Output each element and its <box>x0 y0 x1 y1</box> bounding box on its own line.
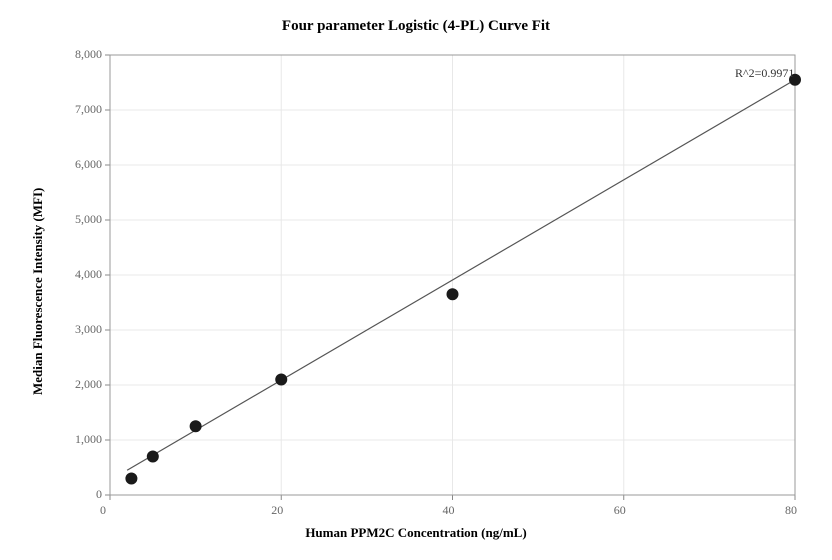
x-tick-label: 20 <box>271 503 283 518</box>
x-tick-label: 60 <box>614 503 626 518</box>
y-tick-label: 8,000 <box>75 47 102 62</box>
r-squared-annotation: R^2=0.9971 <box>735 66 794 81</box>
chart-container: Four parameter Logistic (4-PL) Curve Fit… <box>0 0 832 560</box>
y-tick-label: 6,000 <box>75 157 102 172</box>
x-tick-label: 40 <box>443 503 455 518</box>
y-tick-label: 5,000 <box>75 212 102 227</box>
y-tick-label: 0 <box>96 487 102 502</box>
plot-svg <box>0 0 832 560</box>
y-tick-label: 7,000 <box>75 102 102 117</box>
y-tick-label: 2,000 <box>75 377 102 392</box>
x-tick-label: 80 <box>785 503 797 518</box>
y-tick-label: 4,000 <box>75 267 102 282</box>
y-tick-label: 1,000 <box>75 432 102 447</box>
y-tick-label: 3,000 <box>75 322 102 337</box>
x-tick-label: 0 <box>100 503 106 518</box>
